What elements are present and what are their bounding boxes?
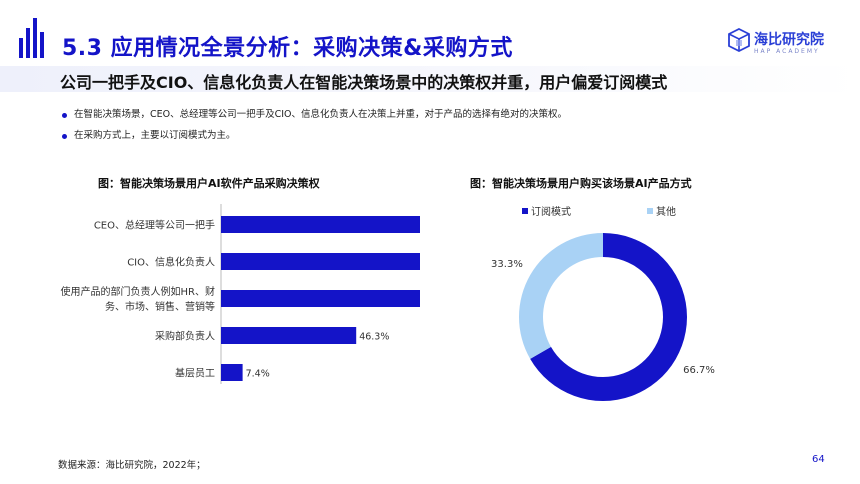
- logo-subtitle: HAP ACADEMY: [754, 48, 820, 55]
- donut-chart: 订阅模式 其他 66.7% 33.3%: [491, 205, 715, 401]
- donut-value-label: 33.3%: [491, 259, 523, 270]
- bar-category-label: CIO、信息化负责人: [127, 256, 215, 269]
- brand-logo: 海比研究院 HAP ACADEMY: [728, 26, 838, 58]
- bar: [221, 216, 420, 233]
- bar-category-label: 基层员工: [175, 367, 215, 380]
- bullet-item: 在智能决策场景，CEO、总经理等公司一把手及CIO、信息化负责人在决策上并重，对…: [62, 108, 567, 129]
- bar-value-label: 7.4%: [246, 369, 270, 380]
- bullet-dot-icon: [62, 134, 67, 139]
- decorative-bars: [19, 18, 44, 58]
- bar: [221, 364, 243, 381]
- legend-label: 其他: [656, 205, 676, 218]
- bar-category-label: 务、市场、销售、营销等: [105, 300, 215, 313]
- donut-slice: [519, 233, 603, 359]
- bullet-text: 在采购方式上，主要以订阅模式为主。: [74, 130, 236, 141]
- bar-category-label: 采购部负责人: [155, 330, 215, 343]
- bar-chart-title: 图：智能决策场景用户AI软件产品采购决策权: [98, 177, 320, 190]
- bar: [221, 327, 357, 344]
- bar-chart: 74.1%CEO、总经理等公司一把手74.1%CIO、信息化负责人68.5%使用…: [61, 204, 420, 384]
- bullet-list: 在智能决策场景，CEO、总经理等公司一把手及CIO、信息化负责人在决策上并重，对…: [62, 108, 567, 150]
- legend-swatch: [647, 208, 653, 214]
- donut-chart-title: 图：智能决策场景用户购买该场景AI产品方式: [470, 177, 692, 190]
- subtitle-band: [0, 66, 860, 92]
- bar: [221, 253, 420, 270]
- bullet-text: 在智能决策场景，CEO、总经理等公司一把手及CIO、信息化负责人在决策上并重，对…: [74, 109, 568, 120]
- cube-logo-icon: [728, 28, 750, 52]
- bar-category-label: 使用产品的部门负责人例如HR、财: [61, 285, 215, 298]
- logo-name: 海比研究院: [754, 32, 824, 48]
- page-number: 64: [812, 454, 825, 465]
- donut-value-label: 66.7%: [683, 365, 715, 376]
- bar: [221, 290, 420, 307]
- bullet-dot-icon: [62, 113, 67, 118]
- legend-swatch: [522, 208, 528, 214]
- legend-label: 订阅模式: [531, 205, 571, 218]
- donut-slice: [530, 233, 687, 401]
- bar-value-label: 46.3%: [359, 332, 389, 343]
- bar-category-label: CEO、总经理等公司一把手: [94, 219, 215, 232]
- page-subtitle: 公司一把手及CIO、信息化负责人在智能决策场景中的决策权并重，用户偏爱订阅模式: [60, 73, 668, 92]
- bullet-item: 在采购方式上，主要以订阅模式为主。: [62, 129, 567, 150]
- page-title: 5.3 应用情况全景分析：采购决策&采购方式: [62, 36, 513, 61]
- source-note: 数据来源：海比研究院，2022年；: [58, 460, 206, 471]
